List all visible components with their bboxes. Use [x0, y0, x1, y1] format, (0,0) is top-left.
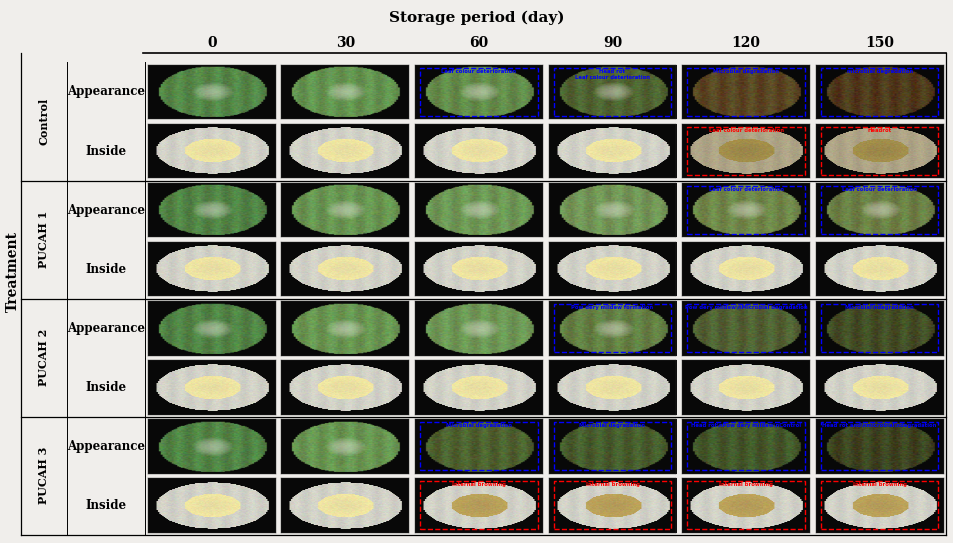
Text: Appearance: Appearance	[67, 204, 145, 217]
Text: Pow dery mildew formation: Pow dery mildew formation	[571, 305, 653, 310]
Text: PUCAH 2: PUCAH 2	[38, 329, 50, 386]
Bar	[686, 186, 804, 234]
Text: Inside: Inside	[85, 144, 127, 157]
Bar	[686, 127, 804, 175]
Bar	[686, 481, 804, 529]
Bar	[419, 422, 537, 470]
Bar	[553, 481, 671, 529]
Bar	[820, 127, 938, 175]
Text: Leaf colour deterioration: Leaf colour deterioration	[441, 69, 516, 74]
Text: 120: 120	[731, 36, 760, 50]
Text: Storage period (day): Storage period (day)	[389, 11, 564, 26]
Bar	[820, 481, 938, 529]
Text: 90: 90	[602, 36, 621, 50]
Text: Inside: Inside	[85, 381, 127, 394]
Text: Microbial\ndegradation: Microbial\ndegradation	[843, 305, 914, 310]
Text: Pow dery mildew\nMicrobial degradation: Pow dery mildew\nMicrobial degradation	[684, 305, 806, 310]
Bar	[686, 422, 804, 470]
Bar	[820, 304, 938, 352]
Text: PUCAH 1: PUCAH 1	[38, 211, 50, 268]
Bar	[686, 68, 804, 116]
Text: Appearance: Appearance	[67, 440, 145, 453]
Text: Appearance: Appearance	[67, 321, 145, 334]
Bar	[553, 422, 671, 470]
Text: Head rot and\nmicrobial\ndegradation: Head rot and\nmicrobial\ndegradation	[821, 424, 936, 428]
Text: Leaf colour deterioration: Leaf colour deterioration	[841, 187, 916, 192]
Text: 150: 150	[864, 36, 893, 50]
Text: Treatment: Treatment	[6, 231, 20, 312]
Text: Microbial degradation: Microbial degradation	[445, 424, 512, 428]
Bar	[820, 422, 938, 470]
Bar	[553, 304, 671, 352]
Text: Leaf colour deterioration: Leaf colour deterioration	[708, 187, 782, 192]
Text: Head rot
Leaf colour deterioration: Head rot Leaf colour deterioration	[575, 69, 649, 80]
Text: Inside: Inside	[85, 499, 127, 512]
Bar	[820, 68, 938, 116]
Text: Inside: Inside	[85, 263, 127, 276]
Text: Appearance: Appearance	[67, 85, 145, 98]
Text: Leaf colour deterioration: Leaf colour deterioration	[708, 128, 782, 133]
Text: Internal browning: Internal browning	[452, 482, 505, 488]
Bar	[419, 481, 537, 529]
Text: 30: 30	[335, 36, 355, 50]
Bar	[553, 68, 671, 116]
Text: Head rot\nPow dery mildew\nControl: Head rot\nPow dery mildew\nControl	[690, 424, 801, 428]
Text: Microbial degradation: Microbial degradation	[712, 69, 779, 74]
Text: Microbial degradation: Microbial degradation	[578, 424, 645, 428]
Bar	[419, 68, 537, 116]
Text: microbial degradation: microbial degradation	[845, 69, 912, 74]
Text: Control: Control	[38, 98, 50, 145]
Bar	[820, 186, 938, 234]
Text: 0: 0	[207, 36, 216, 50]
Text: 60: 60	[469, 36, 488, 50]
Text: Internal browning: Internal browning	[852, 482, 905, 488]
Text: Internal browning: Internal browning	[719, 482, 772, 488]
Text: Headrot: Headrot	[866, 128, 891, 133]
Bar	[686, 304, 804, 352]
Text: PUCAH 3: PUCAH 3	[38, 447, 50, 504]
Text: Internal browning: Internal browning	[585, 482, 639, 488]
